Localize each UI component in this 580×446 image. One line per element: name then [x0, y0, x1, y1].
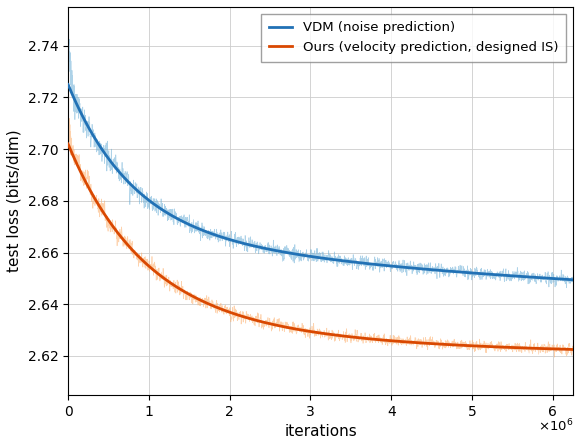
Ours (velocity prediction, designed IS) [347, 334, 354, 339]
Y-axis label: test loss (bits/dim): test loss (bits/dim) [7, 129, 22, 272]
Ours (velocity prediction, designed IS) [361, 336, 368, 341]
Ours (velocity prediction, designed IS) [64, 141, 71, 147]
VDM (noise prediction) [64, 82, 71, 87]
VDM (noise prediction) [211, 232, 218, 237]
Ours (velocity prediction, designed IS) [570, 347, 577, 352]
Text: $\times10^6$: $\times10^6$ [538, 418, 573, 435]
X-axis label: iterations: iterations [284, 424, 357, 439]
VDM (noise prediction) [469, 270, 476, 276]
VDM (noise prediction) [570, 277, 577, 282]
Ours (velocity prediction, designed IS) [248, 316, 255, 322]
Line: VDM (noise prediction): VDM (noise prediction) [68, 84, 573, 280]
Ours (velocity prediction, designed IS) [469, 343, 476, 348]
Ours (velocity prediction, designed IS) [535, 346, 542, 351]
Line: Ours (velocity prediction, designed IS): Ours (velocity prediction, designed IS) [68, 144, 573, 350]
Ours (velocity prediction, designed IS) [211, 304, 218, 309]
VDM (noise prediction) [535, 275, 542, 280]
VDM (noise prediction) [248, 243, 255, 248]
VDM (noise prediction) [361, 260, 368, 266]
VDM (noise prediction) [347, 259, 354, 264]
Legend: VDM (noise prediction), Ours (velocity prediction, designed IS): VDM (noise prediction), Ours (velocity p… [261, 13, 567, 62]
